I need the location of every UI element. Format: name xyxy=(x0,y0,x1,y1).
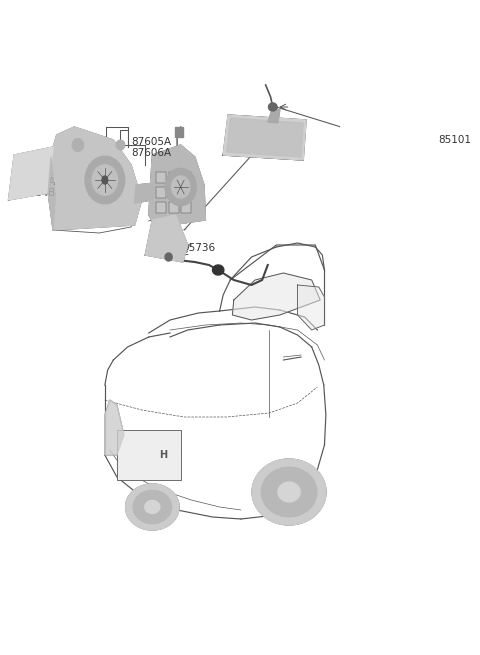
Polygon shape xyxy=(145,215,188,262)
Polygon shape xyxy=(134,183,155,203)
Polygon shape xyxy=(102,176,108,184)
Text: 87650V: 87650V xyxy=(265,135,306,145)
Polygon shape xyxy=(116,140,125,150)
Polygon shape xyxy=(9,147,53,200)
Text: 87605A: 87605A xyxy=(131,137,171,147)
Polygon shape xyxy=(48,157,55,230)
Polygon shape xyxy=(298,285,324,330)
Text: 95736: 95736 xyxy=(183,243,216,253)
Text: 87606A: 87606A xyxy=(131,148,171,158)
Polygon shape xyxy=(85,156,125,204)
Polygon shape xyxy=(232,273,320,320)
Polygon shape xyxy=(165,168,196,206)
Polygon shape xyxy=(268,108,280,123)
Text: 87660V: 87660V xyxy=(265,146,306,156)
Polygon shape xyxy=(261,467,317,517)
Polygon shape xyxy=(149,145,205,227)
Polygon shape xyxy=(278,482,300,502)
Bar xyxy=(168,202,179,213)
Polygon shape xyxy=(165,253,172,261)
Text: 87624B: 87624B xyxy=(15,188,56,198)
Text: 87623A: 87623A xyxy=(15,177,56,187)
Polygon shape xyxy=(48,127,142,230)
Polygon shape xyxy=(92,164,118,195)
Polygon shape xyxy=(72,139,84,151)
Polygon shape xyxy=(252,459,326,525)
Bar xyxy=(156,172,166,183)
Polygon shape xyxy=(175,127,183,137)
Bar xyxy=(181,172,191,183)
Text: H: H xyxy=(159,450,167,460)
Polygon shape xyxy=(145,500,160,514)
Polygon shape xyxy=(227,118,303,157)
Text: 85101: 85101 xyxy=(438,135,471,145)
Polygon shape xyxy=(213,265,224,275)
Bar xyxy=(156,187,166,198)
Polygon shape xyxy=(268,103,277,111)
Polygon shape xyxy=(105,400,124,455)
Bar xyxy=(168,172,179,183)
Polygon shape xyxy=(133,491,171,523)
Polygon shape xyxy=(171,176,190,198)
Bar xyxy=(168,187,179,198)
Bar xyxy=(181,187,191,198)
Bar xyxy=(156,202,166,213)
Bar xyxy=(181,202,191,213)
Polygon shape xyxy=(223,115,306,160)
Polygon shape xyxy=(126,484,179,530)
Bar xyxy=(117,430,180,480)
